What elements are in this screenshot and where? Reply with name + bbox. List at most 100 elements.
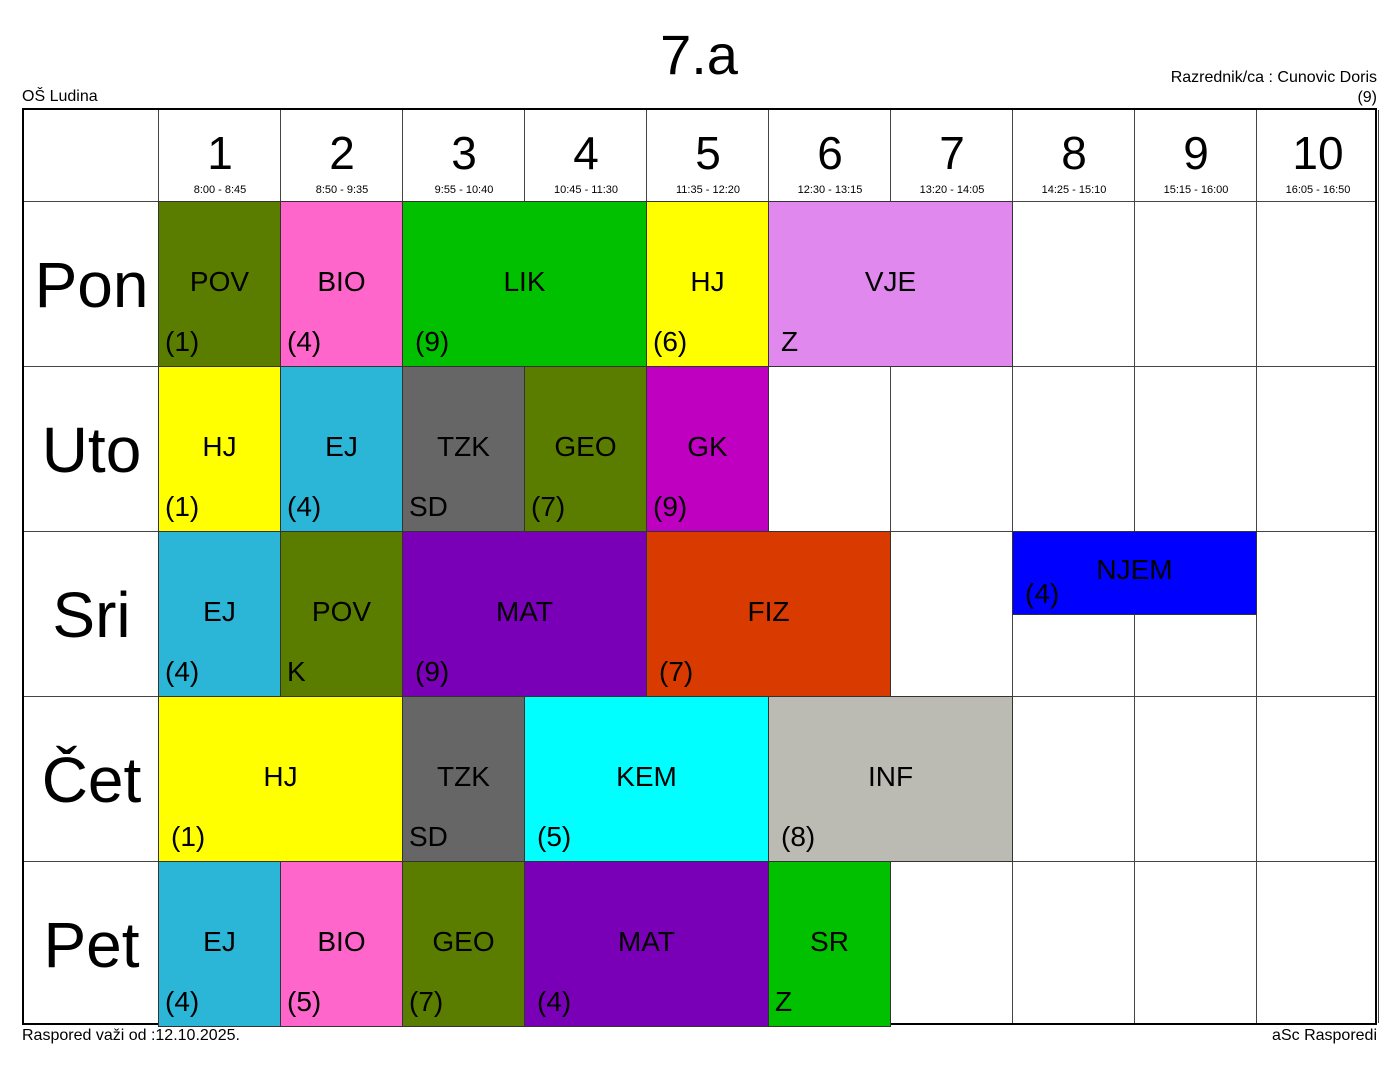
lesson-subject: BIO [317, 926, 366, 957]
lesson-room: (1) [165, 491, 200, 522]
day-label: Pet [43, 908, 140, 981]
lesson-ej[interactable]: EJ (4) [280, 366, 403, 532]
lesson-room: (5) [287, 986, 322, 1017]
lesson-room: (7) [659, 656, 694, 687]
lesson-subject: EJ [203, 596, 236, 627]
lesson-room: SD [409, 821, 448, 852]
period-number: 3 [451, 127, 477, 179]
lesson-room: (4) [287, 491, 322, 522]
period-number: 4 [573, 127, 599, 179]
lesson-subject: HJ [202, 431, 237, 462]
lesson-room: Z [775, 986, 793, 1017]
class-teacher: Razrednik/ca : Cunovic Doris (9) [1171, 68, 1377, 108]
period-header: 9 15:15 - 16:00 [1135, 110, 1257, 202]
lesson-mat[interactable]: MAT (9) [402, 531, 647, 697]
lesson-geo[interactable]: GEO (7) [524, 366, 647, 532]
lesson-bio[interactable]: BIO (5) [280, 861, 403, 1027]
lesson-lik[interactable]: LIK (9) [402, 201, 647, 367]
lesson-subject: INF [867, 761, 914, 792]
lesson-hj[interactable]: HJ (1) [158, 366, 281, 532]
period-time: 16:05 - 16:50 [1285, 184, 1351, 196]
lesson-subject: POV [311, 596, 372, 627]
lesson-hj[interactable]: HJ (6) [646, 201, 769, 367]
lesson-room: (9) [415, 656, 450, 687]
lesson-vje[interactable]: VJE Z [768, 201, 1013, 367]
lesson-kem[interactable]: KEM (5) [524, 696, 769, 862]
lesson-room: (5) [537, 821, 572, 852]
lesson-room: (4) [537, 986, 572, 1017]
lesson-room: (8) [781, 821, 816, 852]
period-header: 8 14:25 - 15:10 [1013, 110, 1135, 202]
lesson-subject: POV [189, 266, 250, 297]
period-header: 1 8:00 - 8:45 [159, 110, 281, 202]
lesson-room: K [287, 656, 306, 687]
period-header: 3 9:55 - 10:40 [403, 110, 525, 202]
teacher-name: Razrednik/ca : Cunovic Doris [1170, 69, 1377, 86]
lesson-bio[interactable]: BIO (4) [280, 201, 403, 367]
brand-footer: aSc Rasporedi [1272, 1027, 1377, 1044]
period-time: 12:30 - 13:15 [797, 184, 863, 196]
lesson-subject: KEM [616, 761, 677, 792]
lesson-room: (7) [531, 491, 566, 522]
lesson-room: (4) [287, 326, 322, 357]
lesson-pov[interactable]: POV K [280, 531, 403, 697]
lesson-mat[interactable]: MAT (4) [524, 861, 769, 1027]
period-header: 10 16:05 - 16:50 [1257, 110, 1379, 202]
lesson-tzk[interactable]: TZK SD [402, 366, 525, 532]
lesson-subject: GEO [554, 431, 617, 462]
lesson-subject: MAT [495, 596, 554, 627]
lesson-room: (6) [653, 326, 688, 357]
period-time: 9:55 - 10:40 [434, 184, 494, 196]
period-header: 4 10:45 - 11:30 [525, 110, 647, 202]
lesson-pov[interactable]: POV (1) [158, 201, 281, 367]
lesson-subject: HJ [263, 761, 298, 792]
day-label: Uto [41, 413, 142, 486]
lesson-tzk[interactable]: TZK SD [402, 696, 525, 862]
lesson-subject: TZK [437, 431, 490, 462]
timetable-grid: 1 8:00 - 8:45 2 8:50 - 9:35 3 9:55 - 10:40 4 10… [22, 108, 1379, 1027]
lesson-subject: SR [810, 926, 849, 957]
period-number: 2 [329, 127, 355, 179]
period-number: 5 [695, 127, 721, 179]
school-name: OŠ Ludina [22, 88, 98, 105]
valid-from: Raspored važi od :12.10.2025. [22, 1027, 240, 1044]
lesson-njem[interactable]: NJEM (4) [1012, 531, 1257, 615]
period-number: 8 [1061, 127, 1087, 179]
day-label: Pon [34, 248, 149, 321]
lesson-geo[interactable]: GEO (7) [402, 861, 525, 1027]
lesson-subject: GEO [432, 926, 495, 957]
lesson-subject: NJEM [1096, 554, 1173, 585]
lesson-ej[interactable]: EJ (4) [158, 861, 281, 1027]
lesson-inf[interactable]: INF (8) [768, 696, 1013, 862]
lesson-room: Z [781, 326, 799, 357]
lesson-subject: EJ [325, 431, 358, 462]
lesson-subject: MAT [617, 926, 676, 957]
lesson-room: (4) [1025, 577, 1060, 609]
lesson-subject: BIO [317, 266, 366, 297]
lesson-subject: GK [687, 431, 728, 462]
lesson-fiz[interactable]: FIZ (7) [646, 531, 891, 697]
lesson-room: (1) [165, 326, 200, 357]
lesson-hj[interactable]: HJ (1) [158, 696, 403, 862]
lesson-subject: TZK [437, 761, 490, 792]
lesson-subject: HJ [690, 266, 725, 297]
lesson-ej[interactable]: EJ (4) [158, 531, 281, 697]
lesson-room: (9) [415, 326, 450, 357]
lesson-room: (4) [165, 986, 200, 1017]
day-label: Čet [41, 743, 142, 816]
lesson-gk[interactable]: GK (9) [646, 366, 769, 532]
lesson-room: (7) [409, 986, 444, 1017]
period-number: 10 [1292, 127, 1344, 179]
period-header: 6 12:30 - 13:15 [769, 110, 891, 202]
lesson-sr[interactable]: SR Z [768, 861, 891, 1027]
period-time: 8:00 - 8:45 [193, 184, 247, 196]
lesson-room: (9) [653, 491, 688, 522]
teacher-room: (9) [1357, 89, 1377, 106]
period-header: 7 13:20 - 14:05 [891, 110, 1013, 202]
grid-line [1378, 110, 1379, 1023]
period-time: 15:15 - 16:00 [1163, 184, 1229, 196]
period-number: 1 [207, 127, 233, 179]
class-title: 7.a [660, 23, 738, 86]
lesson-subject: VJE [864, 266, 917, 297]
lesson-room: (4) [165, 656, 200, 687]
